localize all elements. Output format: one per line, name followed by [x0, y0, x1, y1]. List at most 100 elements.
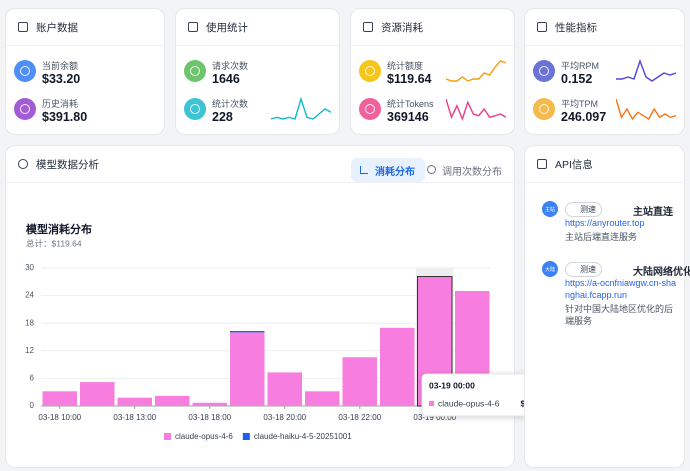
api-avatar: 主站: [542, 201, 558, 217]
stat-icon: [359, 98, 381, 120]
stat-label: 统计Tokens: [387, 99, 434, 109]
speed-badge[interactable]: 测速: [565, 262, 602, 277]
stat-value: 246.097: [561, 110, 607, 124]
bar-segment: [267, 372, 302, 406]
bar-segment: [117, 397, 152, 406]
stat-label: 平均RPM: [561, 61, 599, 71]
stat-label: 历史消耗: [42, 99, 79, 109]
stat-card: 账户数据 当前余额 $33.20 历史消耗 $391.80: [5, 8, 165, 135]
y-tick-label: 18: [25, 318, 34, 327]
tab-label: 调用次数分布: [442, 166, 502, 178]
stat-icon: [14, 60, 36, 82]
legend-label: claude-opus-4-6: [175, 432, 233, 441]
header-icon: [537, 22, 547, 32]
sparkline-line: [446, 60, 506, 82]
stat-value: 228: [212, 110, 233, 124]
x-tick-label: 03-19 00:00: [413, 413, 456, 422]
api-url[interactable]: https://a-ocnfniawgw.cn-shanghai.fcapp.r…: [565, 278, 677, 300]
bar-segment: [230, 331, 265, 333]
stat-card: 使用统计 请求次数 1646 统计次数 228: [175, 8, 340, 135]
card-title: 性能指标: [555, 21, 597, 34]
sparkline: [271, 97, 331, 120]
y-tick-label: 0: [30, 401, 35, 410]
api-avatar: 大陆: [542, 261, 558, 277]
api-card: API信息 主站 测速 主站直连 https://anyrouter.top 主站后端直…: [524, 145, 690, 468]
sparkline: [616, 98, 676, 121]
analysis-header: 模型数据分析: [6, 146, 514, 183]
stat-icon: [533, 60, 555, 82]
stat-icon: [533, 98, 555, 120]
card-title: 资源消耗: [381, 21, 423, 34]
card-header: 性能指标: [525, 9, 684, 46]
api-desc: 主站后端直连服务: [565, 232, 638, 242]
y-tick-label: 30: [25, 263, 34, 272]
sparkline: [446, 60, 506, 82]
bar-segment: [342, 357, 377, 406]
stat-icon: [184, 98, 206, 120]
bar-segment: [42, 391, 77, 406]
api-desc: 针对中国大陆地区优化的后端服务: [565, 304, 674, 326]
x-tick-label: 03-18 10:00: [38, 413, 81, 422]
y-tick-label: 6: [30, 374, 35, 383]
x-tick-label: 03-18 18:00: [188, 413, 231, 422]
tab-icon: [360, 166, 368, 174]
tab[interactable]: 消耗分布: [351, 158, 425, 182]
api-header: API信息: [525, 146, 684, 183]
stat-value: $391.80: [42, 110, 88, 124]
chart: 模型消耗分布 总计：$119.64 0 6 12 18 24 30 03-18 10:00 0…: [25, 222, 563, 441]
stat-value: $33.20: [42, 72, 81, 86]
bar-segment: [80, 382, 115, 406]
stat-card: 资源消耗统计额度 $119.64 统计Tokens 369146: [350, 8, 515, 135]
bar-segment: [380, 327, 415, 406]
api-name: 大陆网络优化: [633, 267, 690, 278]
api-url[interactable]: https://anyrouter.top: [565, 218, 645, 228]
card-header: 资源消耗: [351, 9, 514, 46]
stat-value: 0.152: [561, 72, 593, 86]
stat-label: 请求次数: [212, 61, 249, 71]
x-tick-label: 03-18 20:00: [263, 413, 306, 422]
sparkline-line: [446, 98, 506, 121]
card-title: 使用统计: [206, 21, 248, 34]
tab-icon: [427, 165, 436, 174]
header-icon: [18, 159, 28, 169]
x-tick-label: 03-18 22:00: [338, 413, 381, 422]
header-icon: [18, 22, 28, 32]
tab[interactable]: 调用次数分布: [418, 158, 512, 182]
bar-segment: [192, 402, 227, 406]
bar-segment: [155, 395, 190, 406]
tooltip-title: 03-19 00:00: [429, 380, 475, 390]
legend-swatch: [242, 433, 250, 440]
api-title: API信息: [555, 158, 593, 171]
stat-value: $119.64: [387, 72, 432, 86]
bar-segment: [305, 391, 340, 406]
sparkline-line: [616, 59, 676, 82]
chart-subtitle: 总计：$119.64: [26, 238, 82, 248]
chart-title: 模型消耗分布: [26, 222, 92, 236]
stat-icon: [14, 98, 36, 120]
stat-value: 1646: [212, 72, 240, 86]
stat-card: 性能指标平均RPM 0.152 平均TPM 246.097: [524, 8, 685, 135]
tooltip-series: claude-opus-4-6: [438, 398, 500, 408]
y-tick-label: 24: [25, 291, 34, 300]
card-header: 使用统计: [176, 9, 339, 46]
legend-label: claude-haiku-4-5-20251001: [254, 432, 352, 441]
api-name: 主站直连: [633, 207, 673, 218]
header-icon: [188, 22, 198, 32]
card-header: 账户数据: [6, 9, 164, 46]
card-title: 账户数据: [36, 21, 78, 34]
sparkline-line: [616, 98, 676, 121]
analysis-card: 模型数据分析 消耗分布 调用次数分布 模型消耗分布 总计：$119.64 0 6 1…: [5, 145, 563, 468]
y-tick-label: 12: [25, 346, 34, 355]
stat-label: 统计额度: [387, 61, 424, 71]
stat-value: 369146: [387, 110, 429, 124]
speed-badge[interactable]: 测速: [565, 202, 602, 217]
sparkline: [616, 59, 676, 82]
sparkline: [446, 98, 506, 121]
stat-icon: [184, 60, 206, 82]
analysis-title: 模型数据分析: [36, 158, 99, 171]
stat-icon: [359, 60, 381, 82]
stat-label: 平均TPM: [561, 99, 598, 109]
tab-label: 消耗分布: [375, 166, 415, 178]
x-tick-label: 03-18 13:00: [113, 413, 156, 422]
